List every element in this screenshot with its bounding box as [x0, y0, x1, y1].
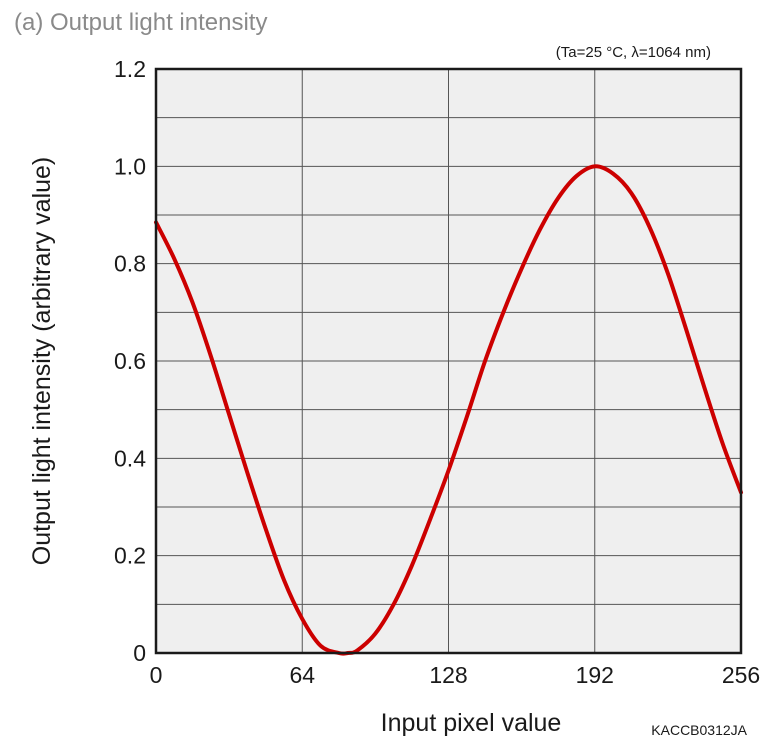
y-axis-label: Output light intensity (arbitrary value)	[28, 157, 56, 566]
figure-code: KACCB0312JA	[651, 722, 747, 738]
x-axis-ticks: 0 64 128 192 256	[150, 662, 761, 688]
y-tick-label: 0	[133, 640, 146, 666]
y-tick-label: 0.6	[114, 348, 146, 374]
plot-area	[154, 67, 743, 656]
x-axis-label: Input pixel value	[381, 709, 562, 737]
y-axis-ticks: 0 0.2 0.4 0.6 0.8 1.0 1.2	[114, 56, 146, 666]
plot-frame	[154, 67, 743, 655]
y-tick-label: 0.4	[114, 445, 146, 471]
series-line	[154, 164, 743, 656]
x-tick-label: 128	[429, 662, 467, 688]
x-tick-label: 192	[576, 662, 614, 688]
x-tick-label: 0	[150, 662, 163, 688]
y-tick-label: 0.8	[114, 251, 146, 277]
condition-note: (Ta=25 °C, λ=1064 nm)	[556, 44, 711, 61]
y-tick-label: 0.2	[114, 543, 146, 569]
x-tick-label: 256	[722, 662, 760, 688]
x-tick-label: 64	[289, 662, 315, 688]
y-tick-label: 1.0	[114, 153, 146, 179]
y-tick-label: 1.2	[114, 56, 146, 82]
chart-title: (a) Output light intensity	[14, 9, 267, 36]
series-layer	[154, 164, 743, 656]
